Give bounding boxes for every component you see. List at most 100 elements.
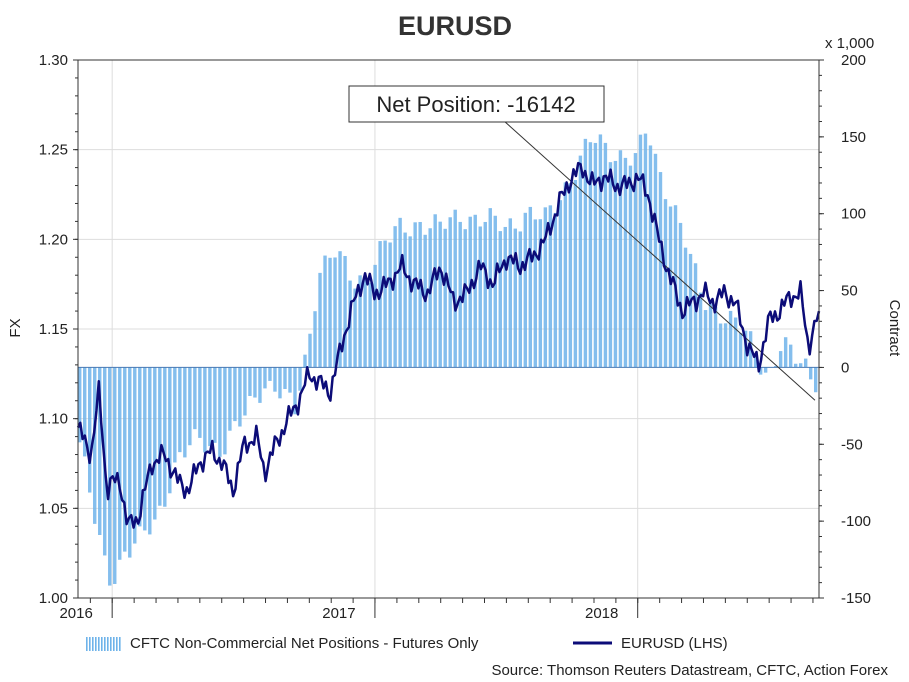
net-position-bar [138, 367, 142, 527]
net-position-bar [288, 367, 292, 393]
left-axis-label: FX [7, 318, 24, 337]
net-position-bar [223, 367, 227, 455]
right-tick-label: -100 [841, 513, 871, 530]
net-position-bar [413, 222, 417, 368]
legend-swatch-stripe [110, 637, 112, 651]
net-position-bar [558, 200, 563, 368]
net-position-bar [733, 317, 738, 368]
net-position-bar [798, 363, 803, 368]
net-position-bar [438, 221, 442, 368]
left-tick-label: 1.15 [39, 321, 68, 338]
net-position-bar [298, 367, 302, 391]
net-position-bar [188, 367, 192, 446]
net-position-bar [498, 231, 502, 368]
legend-swatch-stripe [89, 637, 91, 651]
net-position-bar [228, 367, 232, 431]
net-position-bar [523, 212, 528, 368]
x-tick-label: 2017 [322, 605, 355, 622]
net-position-bar [328, 257, 332, 368]
net-position-bar [528, 206, 533, 368]
net-position-bar [493, 215, 497, 368]
net-position-bar [318, 272, 322, 368]
right-axis-label: Contract [886, 300, 903, 358]
net-position-bar [83, 367, 87, 457]
net-position-bar [598, 134, 603, 368]
net-position-bar [578, 155, 583, 368]
net-position-bar [708, 303, 713, 368]
left-tick-label: 1.00 [39, 590, 68, 607]
net-position-bar [168, 367, 172, 494]
legend-swatch-stripe [113, 637, 115, 651]
net-position-bar [488, 208, 492, 368]
net-position-bar [133, 367, 137, 544]
net-position-bar [113, 367, 117, 584]
legend-swatch-stripe [107, 637, 109, 651]
net-position-bar [158, 367, 162, 506]
right-axis-unit: x 1,000 [825, 35, 874, 52]
net-position-bar [483, 221, 487, 368]
legend-swatch-stripe [92, 637, 94, 651]
net-position-bar [508, 218, 512, 368]
net-position-bar [543, 207, 548, 368]
net-position-bar [263, 367, 267, 389]
net-position-bar [473, 214, 477, 368]
net-position-bar [813, 367, 818, 393]
net-position-bar [378, 241, 382, 368]
net-position-bar [778, 351, 783, 368]
net-position-bar [93, 367, 97, 524]
x-tick-label: 2016 [59, 605, 92, 622]
net-position-bar [208, 367, 212, 447]
right-tick-label: -150 [841, 590, 871, 607]
net-position-bar [573, 180, 578, 368]
legend-swatch-stripe [104, 637, 106, 651]
net-position-bar [588, 142, 593, 368]
net-position-bar [693, 263, 698, 368]
left-tick-label: 1.20 [39, 231, 68, 248]
net-position-bar [128, 367, 132, 558]
net-position-bar [108, 367, 112, 586]
net-position-bar [568, 183, 573, 368]
net-position-bar [388, 242, 392, 368]
legend-label-eurusd: EURUSD (LHS) [621, 635, 728, 652]
net-position-bar [433, 214, 437, 368]
right-axis-ticks: -150 -100 -50 0 50 100 150 200 [819, 52, 871, 607]
net-position-bar [78, 367, 82, 443]
callout-box: Net Position: -16142 [348, 85, 605, 123]
net-position-bar [383, 240, 387, 368]
left-tick-label: 1.30 [39, 52, 68, 69]
net-position-bar [393, 226, 397, 368]
net-position-bar [678, 222, 683, 368]
net-position-bar [648, 145, 653, 368]
net-position-bar [503, 226, 507, 368]
net-position-bar [203, 367, 207, 453]
net-position-bar [653, 153, 658, 368]
legend-swatch-stripe [95, 637, 97, 651]
net-position-bar [613, 160, 618, 368]
net-position-bar [638, 134, 643, 368]
net-position-bar [633, 153, 638, 368]
net-position-bar [703, 310, 708, 368]
net-position-bar [213, 367, 217, 443]
net-position-bar [553, 212, 558, 368]
net-position-bar [258, 367, 262, 403]
right-tick-label: 0 [841, 359, 849, 376]
net-position-bar [358, 275, 362, 368]
net-position-bar [143, 367, 147, 531]
net-position-bar [313, 311, 317, 368]
net-position-bar [728, 310, 733, 368]
net-position-bar [518, 231, 522, 368]
legend-swatch-stripe [116, 637, 118, 651]
net-position-bar [178, 367, 182, 453]
net-position-bar [628, 165, 633, 368]
right-tick-label: 200 [841, 52, 866, 69]
net-position-bar [793, 363, 798, 368]
net-position-bar [198, 367, 202, 438]
net-position-bar [623, 157, 628, 368]
net-position-bar [338, 251, 342, 368]
net-position-bar [353, 288, 357, 368]
net-position-bar [343, 256, 347, 368]
net-position-bar [443, 228, 447, 368]
net-position-bar [453, 209, 457, 368]
net-position-bar [368, 282, 372, 368]
